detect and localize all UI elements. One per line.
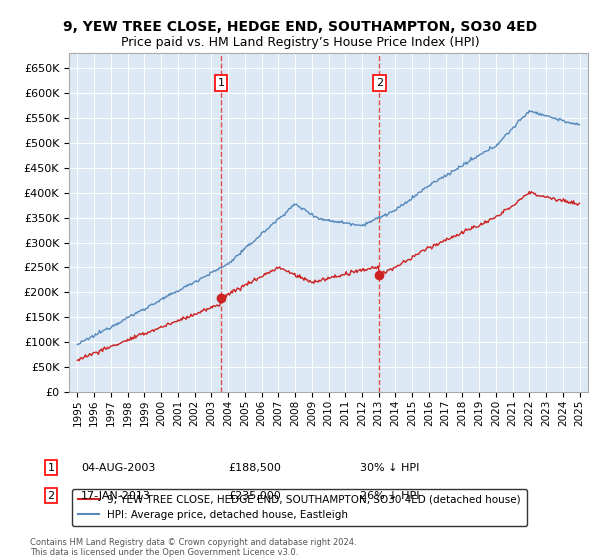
Text: 2: 2 (376, 78, 383, 88)
Text: 1: 1 (218, 78, 224, 88)
Text: 26% ↓ HPI: 26% ↓ HPI (360, 491, 419, 501)
Legend: 9, YEW TREE CLOSE, HEDGE END, SOUTHAMPTON, SO30 4ED (detached house), HPI: Avera: 9, YEW TREE CLOSE, HEDGE END, SOUTHAMPTO… (71, 489, 527, 526)
Text: 2: 2 (47, 491, 55, 501)
Text: 30% ↓ HPI: 30% ↓ HPI (360, 463, 419, 473)
Text: Contains HM Land Registry data © Crown copyright and database right 2024.
This d: Contains HM Land Registry data © Crown c… (30, 538, 356, 557)
Text: £188,500: £188,500 (228, 463, 281, 473)
Text: Price paid vs. HM Land Registry’s House Price Index (HPI): Price paid vs. HM Land Registry’s House … (121, 36, 479, 49)
Text: 9, YEW TREE CLOSE, HEDGE END, SOUTHAMPTON, SO30 4ED: 9, YEW TREE CLOSE, HEDGE END, SOUTHAMPTO… (63, 20, 537, 34)
Text: 17-JAN-2013: 17-JAN-2013 (81, 491, 151, 501)
Text: £235,000: £235,000 (228, 491, 281, 501)
Text: 04-AUG-2003: 04-AUG-2003 (81, 463, 155, 473)
Text: 1: 1 (47, 463, 55, 473)
